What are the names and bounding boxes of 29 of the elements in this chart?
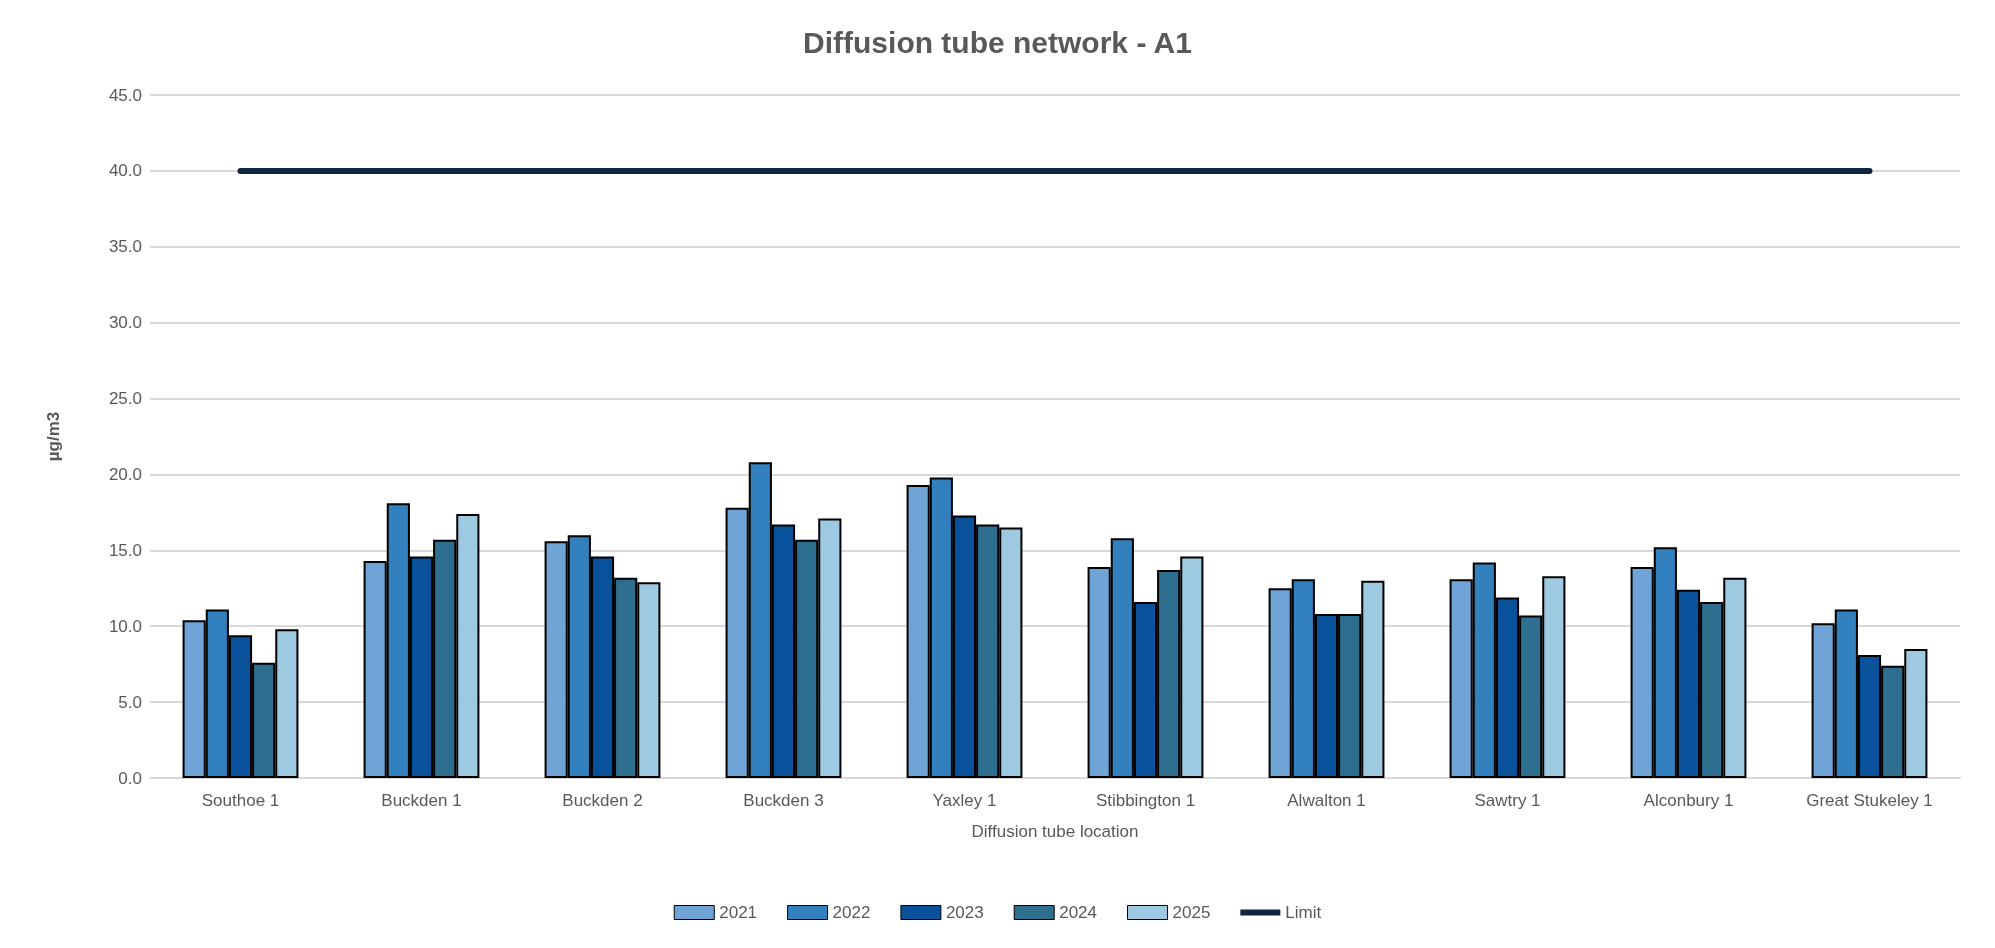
y-tick-label: 5.0: [118, 692, 142, 712]
x-axis-title: Diffusion tube location: [971, 822, 1139, 841]
y-tick-label: 10.0: [108, 616, 142, 636]
x-tick-label: Buckden 3: [743, 791, 824, 810]
y-tick-label: 40.0: [108, 161, 142, 181]
legend-label: 2023: [945, 903, 984, 922]
legend-label: 2025: [1172, 903, 1211, 922]
legend-label: 2022: [832, 903, 871, 922]
chart-title: Diffusion tube network - A1: [803, 25, 1192, 59]
y-tick-label: 0.0: [118, 768, 142, 788]
x-tick-label: Stibbington 1: [1095, 791, 1196, 810]
legend-label: 2021: [719, 903, 758, 922]
x-tick-label: Great Stukeley 1: [1806, 791, 1933, 810]
x-tick-label: Southoe 1: [201, 791, 280, 810]
y-axis-title: µg/m3: [44, 411, 63, 462]
y-tick-label: 30.0: [108, 313, 142, 333]
y-tick-label: 35.0: [108, 237, 142, 257]
legend-label: 2024: [1059, 903, 1098, 922]
legend-label: Limit: [1285, 903, 1322, 922]
x-tick-label: Sawtry 1: [1474, 791, 1541, 810]
y-tick-label: 20.0: [108, 464, 142, 484]
y-tick-label: 45.0: [108, 85, 142, 105]
y-tick-label: 25.0: [108, 389, 142, 409]
x-tick-label: Buckden 1: [381, 791, 462, 810]
x-tick-label: Alconbury 1: [1643, 791, 1734, 810]
x-tick-label: Yaxley 1: [932, 791, 997, 810]
x-tick-label: Alwalton 1: [1287, 791, 1366, 810]
y-tick-label: 15.0: [108, 540, 142, 560]
x-tick-label: Buckden 2: [562, 791, 643, 810]
